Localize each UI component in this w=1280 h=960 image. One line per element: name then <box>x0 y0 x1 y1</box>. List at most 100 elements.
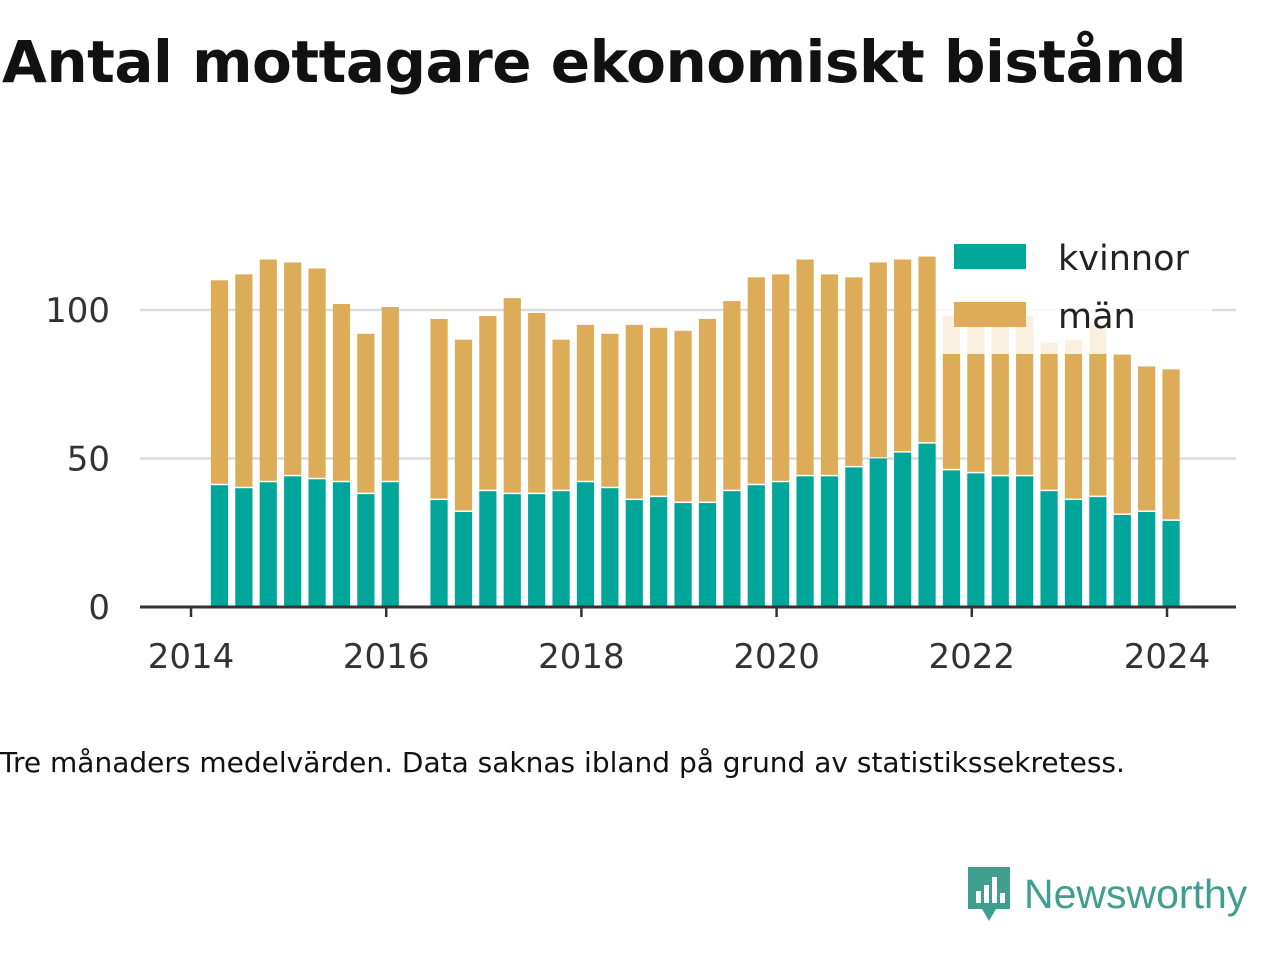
bar-kvinnor <box>1162 520 1180 607</box>
bar-kvinnor <box>991 476 1009 607</box>
bar-kvinnor <box>1089 497 1107 607</box>
bar-man <box>381 307 399 481</box>
bar-kvinnor <box>576 482 595 607</box>
bar-kvinnor <box>625 500 643 607</box>
bar-kvinnor <box>820 476 839 607</box>
bar-man <box>796 259 814 475</box>
bar-kvinnor <box>601 488 619 607</box>
stacked-bar-chart: 0 50 100 2014 2016 2018 2020 2022 2024 kvinnor … <box>45 226 1236 677</box>
bar-man <box>650 327 668 496</box>
bar-man <box>430 318 448 499</box>
bar-kvinnor <box>259 482 277 607</box>
bar-man <box>1138 366 1156 511</box>
bar-man <box>1089 324 1107 496</box>
legend-label-man: män <box>1058 297 1136 337</box>
bar-kvinnor <box>1016 476 1034 607</box>
bar-man <box>235 274 253 487</box>
bar-man <box>308 268 326 478</box>
bar-man <box>1113 354 1131 514</box>
bar-kvinnor <box>454 511 473 607</box>
bar-kvinnor <box>894 452 912 607</box>
legend-label-kvinnor: kvinnor <box>1058 239 1189 279</box>
y-tick-labels: 0 50 100 <box>45 291 110 628</box>
bar-man <box>1040 342 1058 490</box>
bar-kvinnor <box>381 482 399 607</box>
brand-name: Newsworthy <box>1024 870 1248 917</box>
bar-man <box>942 315 961 469</box>
bar-kvinnor <box>845 467 863 607</box>
y-tick-label: 50 <box>67 440 110 480</box>
bar-man <box>332 304 351 481</box>
bar-man <box>747 277 765 484</box>
bar-man <box>528 312 546 493</box>
bar-man <box>820 274 839 475</box>
y-tick-label: 0 <box>88 588 110 628</box>
bar-kvinnor <box>308 479 326 607</box>
bar-kvinnor <box>674 503 692 607</box>
bar-kvinnor <box>942 470 961 607</box>
bar-man <box>918 256 936 443</box>
bar-kvinnor <box>430 500 448 607</box>
legend-swatch-man <box>954 302 1026 327</box>
bar-kvinnor <box>650 497 668 607</box>
bar-man <box>479 315 497 490</box>
bar-man <box>210 280 229 484</box>
x-tick-labels: 2014 2016 2018 2020 2022 2024 <box>148 607 1211 677</box>
bar-kvinnor <box>796 476 814 607</box>
bar-man <box>625 324 643 499</box>
bar-kvinnor <box>723 491 741 607</box>
bar-kvinnor <box>747 485 765 607</box>
bar-kvinnor <box>503 494 521 607</box>
bar-man <box>845 277 863 466</box>
bar-kvinnor <box>284 476 302 607</box>
bar-kvinnor <box>332 482 351 607</box>
bar-man <box>576 324 595 481</box>
bar-man <box>698 318 717 502</box>
chart-title: Antal mottagare ekonomiskt bistånd <box>2 28 1187 96</box>
x-tick-label: 2022 <box>929 637 1016 677</box>
bar-man <box>357 333 375 493</box>
bar-kvinnor <box>552 491 570 607</box>
bar-man <box>259 259 277 481</box>
x-tick-label: 2018 <box>538 637 625 677</box>
x-tick-label: 2014 <box>148 637 235 677</box>
bar-man <box>1016 315 1034 475</box>
x-tick-label: 2016 <box>343 637 430 677</box>
bar-kvinnor <box>772 482 790 607</box>
bar-man <box>894 259 912 452</box>
bar-kvinnor <box>357 494 375 607</box>
bar-kvinnor <box>1113 514 1131 607</box>
bar-man <box>601 333 619 487</box>
bar-kvinnor <box>1138 511 1156 607</box>
bar-kvinnor <box>1040 491 1058 607</box>
bar-kvinnor <box>967 473 985 607</box>
bar-kvinnor <box>235 488 253 607</box>
bar-kvinnor <box>869 458 887 607</box>
x-tick-label: 2020 <box>733 637 820 677</box>
bar-kvinnor <box>210 485 229 607</box>
bars <box>210 256 1180 607</box>
bar-man <box>869 262 887 457</box>
bar-man <box>454 339 473 511</box>
bar-man <box>674 330 692 502</box>
bar-kvinnor <box>1064 500 1083 607</box>
bar-man <box>967 324 985 472</box>
footnote: Tre månaders medelvärden. Data saknas ib… <box>0 746 1125 779</box>
bar-man <box>723 301 741 490</box>
bar-man <box>1064 339 1083 499</box>
bar-man <box>284 262 302 475</box>
bar-man <box>772 274 790 481</box>
bar-man <box>503 298 521 493</box>
bar-kvinnor <box>479 491 497 607</box>
x-tick-label: 2024 <box>1124 637 1211 677</box>
bar-kvinnor <box>698 503 717 607</box>
bar-man <box>552 339 570 490</box>
newsworthy-logo-icon <box>968 867 1010 921</box>
bar-kvinnor <box>528 494 546 607</box>
legend: kvinnor män <box>936 226 1212 354</box>
bar-man <box>1162 369 1180 520</box>
bar-kvinnor <box>918 443 936 607</box>
y-tick-label: 100 <box>45 291 110 331</box>
legend-swatch-kvinnor <box>954 244 1026 269</box>
brand-logo[interactable]: Newsworthy <box>964 862 1247 926</box>
